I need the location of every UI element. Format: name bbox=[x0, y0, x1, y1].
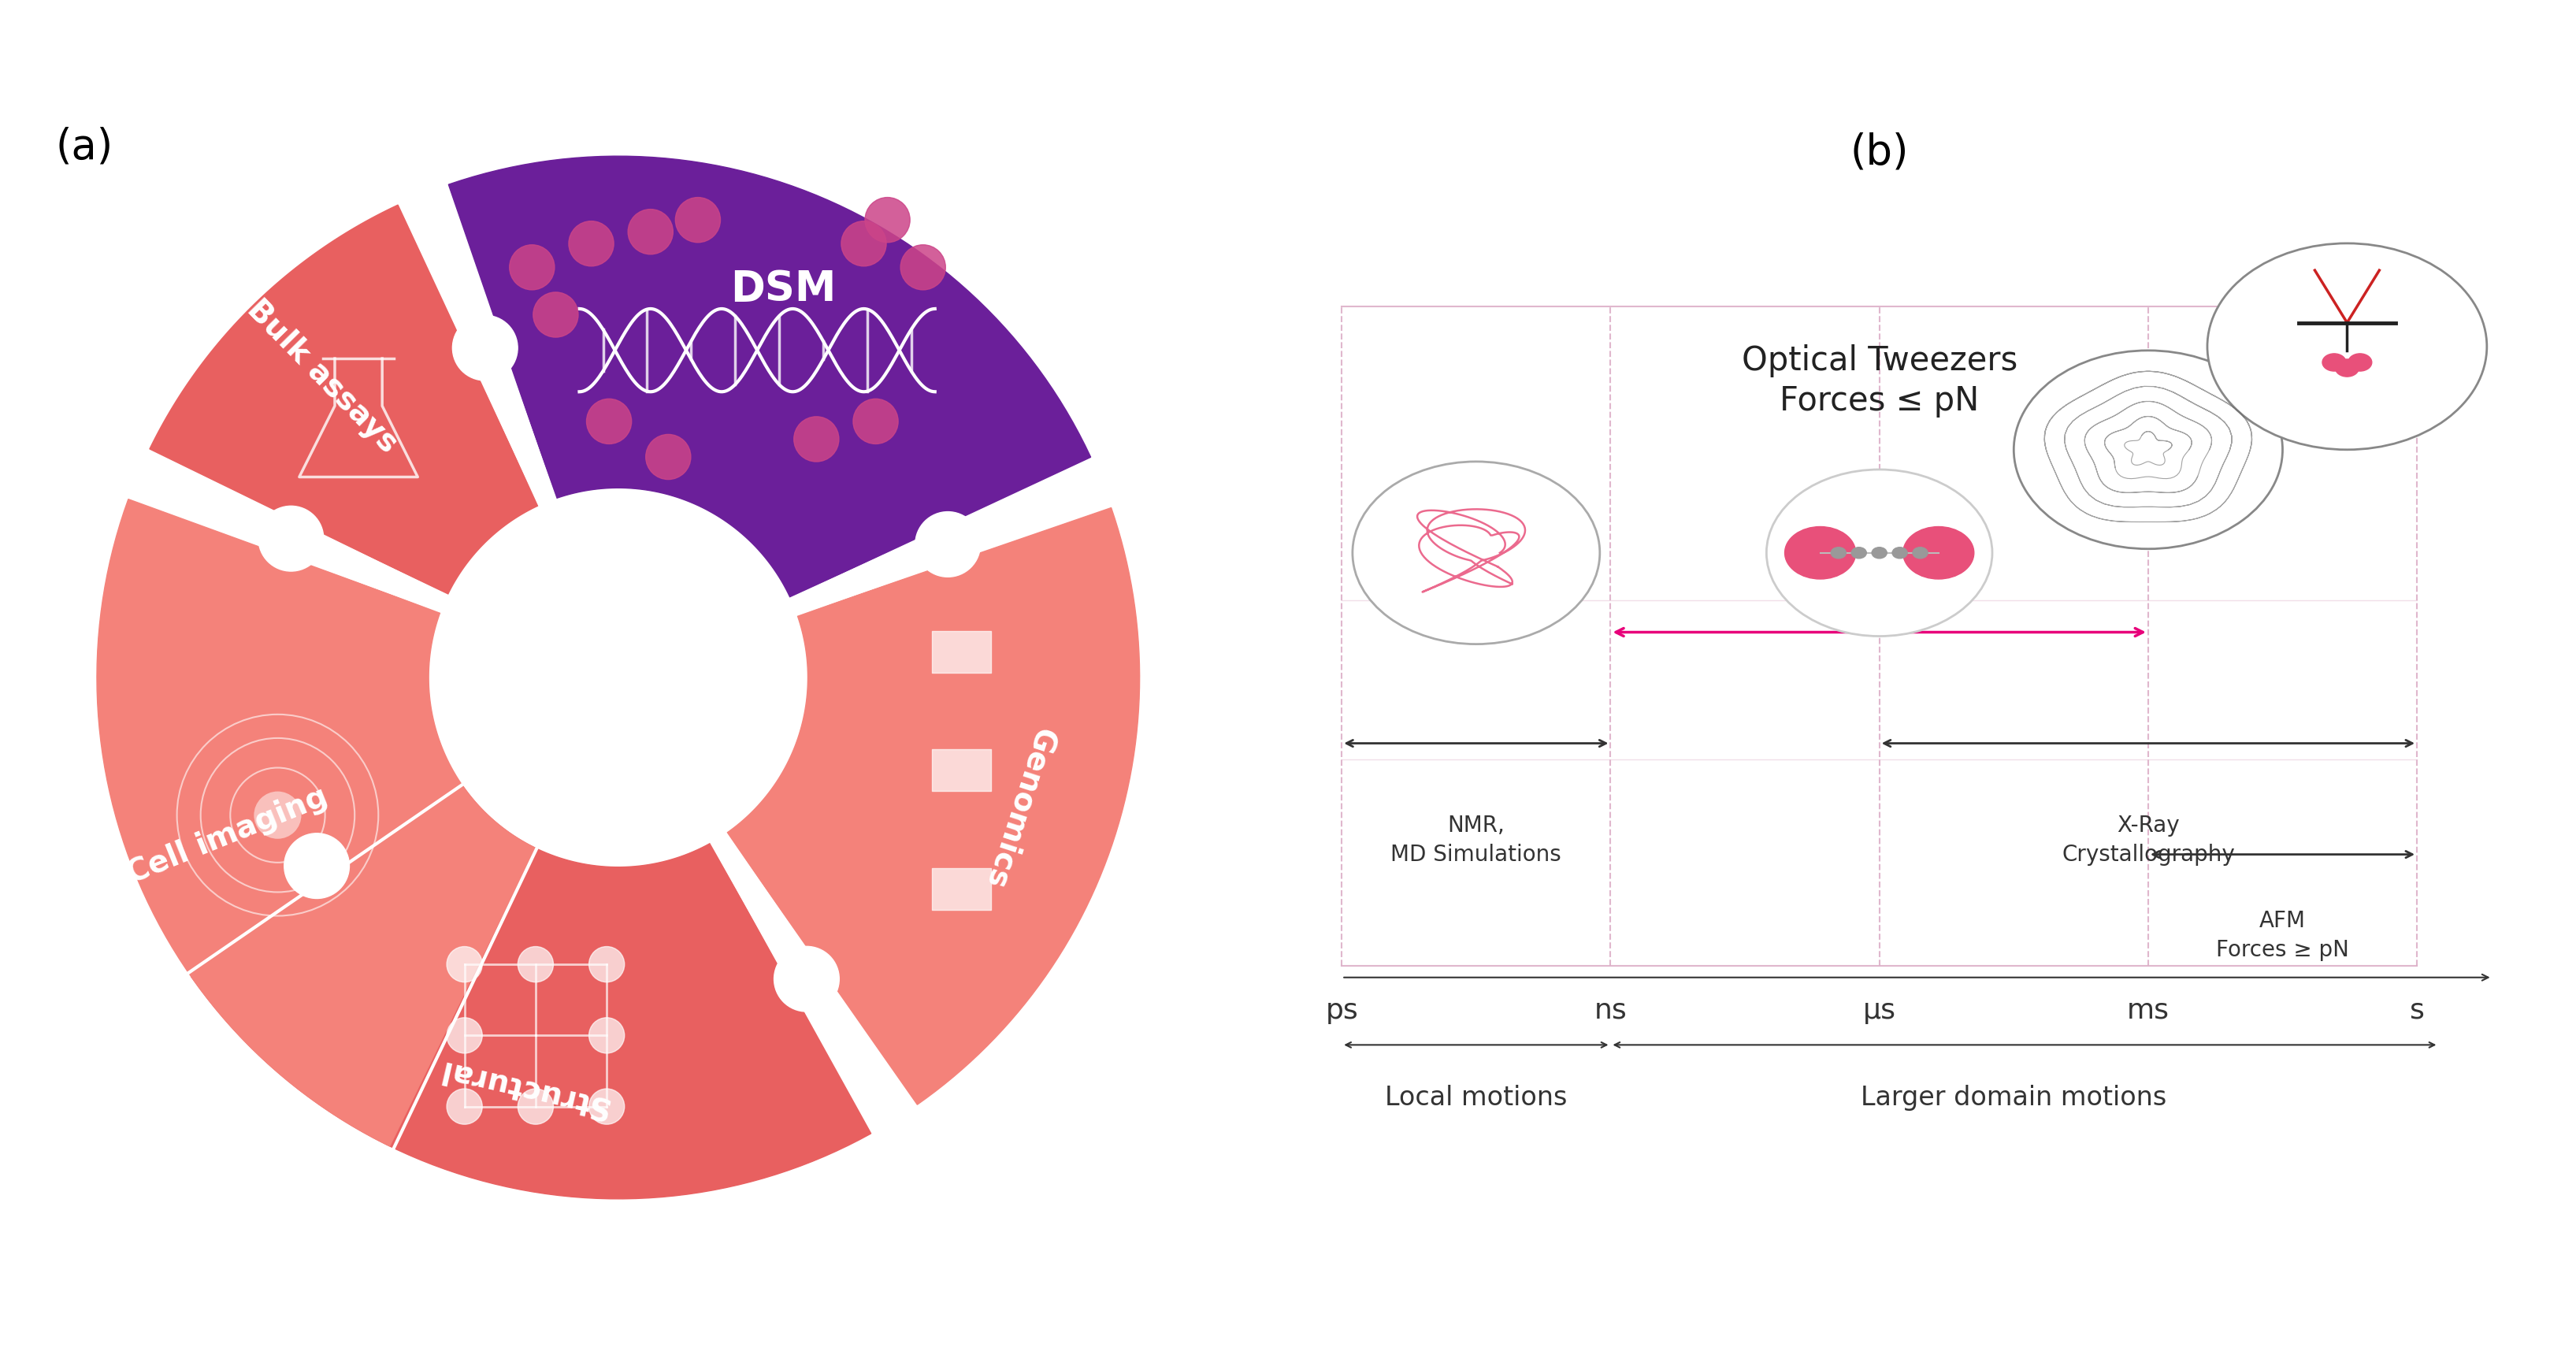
Polygon shape bbox=[98, 499, 536, 1146]
Polygon shape bbox=[448, 156, 1090, 598]
Polygon shape bbox=[191, 786, 871, 1199]
Circle shape bbox=[1352, 462, 1600, 644]
Circle shape bbox=[590, 1018, 623, 1053]
Circle shape bbox=[866, 198, 909, 243]
Text: ms: ms bbox=[2128, 997, 2169, 1024]
Circle shape bbox=[518, 947, 554, 982]
Circle shape bbox=[675, 198, 721, 243]
Circle shape bbox=[1904, 527, 1973, 579]
Circle shape bbox=[2324, 354, 2347, 371]
Circle shape bbox=[1893, 547, 1906, 558]
Circle shape bbox=[255, 791, 301, 839]
Circle shape bbox=[2336, 359, 2360, 377]
Circle shape bbox=[258, 505, 325, 572]
Circle shape bbox=[533, 293, 577, 337]
Circle shape bbox=[773, 946, 840, 1012]
Text: X-Ray
Crystallography: X-Ray Crystallography bbox=[2061, 814, 2236, 866]
Circle shape bbox=[518, 1089, 554, 1125]
Circle shape bbox=[853, 398, 899, 444]
Text: Larger domain motions: Larger domain motions bbox=[1860, 1084, 2166, 1111]
Circle shape bbox=[453, 316, 518, 381]
Circle shape bbox=[2014, 351, 2282, 549]
Circle shape bbox=[587, 398, 631, 444]
Polygon shape bbox=[726, 508, 1139, 1104]
Circle shape bbox=[590, 1089, 623, 1125]
Text: Bulk assays: Bulk assays bbox=[242, 294, 404, 459]
Circle shape bbox=[629, 209, 672, 255]
Circle shape bbox=[446, 1089, 482, 1125]
Circle shape bbox=[510, 245, 554, 290]
Circle shape bbox=[446, 1018, 482, 1053]
Circle shape bbox=[569, 221, 613, 266]
Text: Cell imaging: Cell imaging bbox=[121, 782, 332, 889]
Circle shape bbox=[2349, 354, 2372, 371]
Circle shape bbox=[1767, 470, 1991, 637]
Circle shape bbox=[1914, 547, 1927, 558]
Text: s: s bbox=[2409, 997, 2424, 1024]
Circle shape bbox=[793, 416, 840, 462]
Text: AFM
Forces ≥ pN: AFM Forces ≥ pN bbox=[2215, 911, 2349, 961]
Circle shape bbox=[902, 245, 945, 290]
Circle shape bbox=[446, 947, 482, 982]
Circle shape bbox=[842, 221, 886, 266]
Text: (a): (a) bbox=[57, 126, 113, 168]
Text: Optical Tweezers
Forces ≤ pN: Optical Tweezers Forces ≤ pN bbox=[1741, 344, 2017, 417]
Circle shape bbox=[1873, 547, 1886, 558]
Circle shape bbox=[2208, 244, 2486, 450]
Circle shape bbox=[283, 833, 350, 898]
Circle shape bbox=[1785, 527, 1855, 579]
Text: Structural: Structural bbox=[435, 1054, 611, 1123]
Circle shape bbox=[1832, 547, 1847, 558]
Polygon shape bbox=[149, 205, 538, 595]
Text: ps: ps bbox=[1324, 997, 1358, 1024]
Text: DSM: DSM bbox=[729, 268, 837, 310]
Text: μs: μs bbox=[1862, 997, 1896, 1024]
Text: NMR,
MD Simulations: NMR, MD Simulations bbox=[1391, 814, 1561, 866]
Circle shape bbox=[914, 512, 981, 577]
Text: (b): (b) bbox=[1850, 133, 1909, 173]
Text: Genomics: Genomics bbox=[979, 724, 1059, 892]
Circle shape bbox=[590, 947, 623, 982]
Circle shape bbox=[647, 435, 690, 480]
Text: Local motions: Local motions bbox=[1386, 1084, 1566, 1111]
Circle shape bbox=[1852, 547, 1868, 558]
Text: ns: ns bbox=[1595, 997, 1628, 1024]
